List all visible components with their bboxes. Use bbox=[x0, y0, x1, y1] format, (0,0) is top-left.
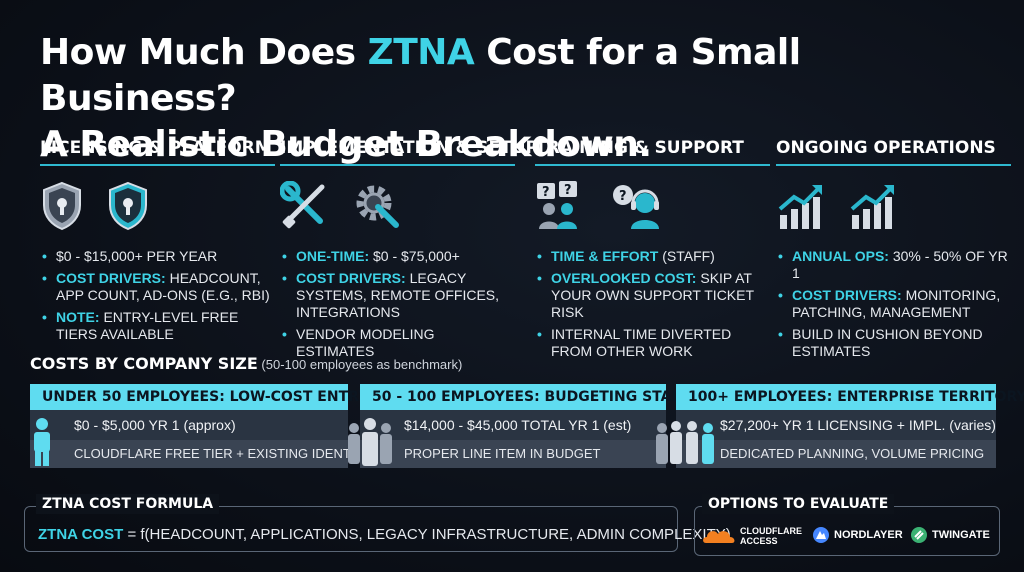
title-accent: ZTNA bbox=[367, 32, 475, 73]
column-heading: TRAINING & SUPPORT bbox=[535, 138, 770, 166]
bullet: COST DRIVERS: MONITORING, PATCHING, MANA… bbox=[776, 287, 1011, 321]
card-note: CLOUDFLARE FREE TIER + EXISTING IDENTITY bbox=[30, 440, 371, 468]
title-line1-post: Cost for a Small Business? bbox=[40, 32, 801, 119]
nordlayer-logo-icon bbox=[813, 527, 829, 543]
trend-chart-icon bbox=[778, 185, 822, 229]
column-heading: ONGOING OPERATIONS bbox=[776, 138, 1011, 166]
bullet: COST DRIVERS: LEGACY SYSTEMS, REMOTE OFF… bbox=[280, 270, 515, 321]
people-crowd-icon bbox=[656, 421, 714, 464]
column-operations: ONGOING OPERATIONS ANNUAL OPS: 30% - 50%… bbox=[776, 138, 1011, 365]
shield-lock-icon bbox=[43, 181, 81, 231]
title-line2: A Realistic Budget Breakdown. bbox=[40, 124, 652, 165]
title-line1-pre: How Much Does bbox=[40, 32, 368, 73]
size-card-small: UNDER 50 EMPLOYEES: LOW-COST ENTRY $0 - … bbox=[30, 384, 371, 468]
column-heading: LICENSING & PLATFORM bbox=[40, 138, 275, 166]
bullet: VENDOR MODELING ESTIMATES bbox=[280, 326, 515, 360]
trend-chart-icon bbox=[850, 185, 894, 229]
bullet: ONE-TIME: $0 - $75,000+ bbox=[280, 248, 515, 265]
twingate-logo-icon bbox=[911, 527, 927, 543]
bullet-list: ONE-TIME: $0 - $75,000+ COST DRIVERS: LE… bbox=[280, 248, 515, 360]
column-icons: ? ? ? bbox=[535, 176, 770, 236]
bullet: COST DRIVERS: HEADCOUNT, APP COUNT, AD-O… bbox=[40, 270, 275, 304]
gear-wrench-icon bbox=[356, 185, 399, 228]
formula-tag: ZTNA COST FORMULA bbox=[36, 494, 220, 514]
formula-box bbox=[24, 506, 678, 552]
card-note: PROPER LINE ITEM IN BUDGET bbox=[360, 440, 666, 468]
svg-text:?: ? bbox=[542, 185, 550, 200]
bullet-list: ANNUAL OPS: 30% - 50% OF YR 1 COST DRIVE… bbox=[776, 248, 1011, 360]
formula-text: ZTNA COST = f(HEADCOUNT, APPLICATIONS, L… bbox=[38, 526, 731, 543]
bullet: TIME & EFFORT (STAFF) bbox=[535, 248, 770, 265]
bullet: BUILD IN CUSHION BEYOND ESTIMATES bbox=[776, 326, 1011, 360]
card-header: 100+ EMPLOYEES: ENTERPRISE TERRITORY bbox=[676, 384, 1024, 410]
card-cost: $14,000 - $45,000 TOTAL YR 1 (est) bbox=[360, 410, 666, 440]
svg-text:?: ? bbox=[564, 183, 572, 198]
size-card-large: 100+ EMPLOYEES: ENTERPRISE TERRITORY $27… bbox=[656, 384, 1024, 468]
bullet-list: $0 - $15,000+ PER YEAR COST DRIVERS: HEA… bbox=[40, 248, 275, 343]
size-card-medium: 50 - 100 EMPLOYEES: BUDGETING STARTS $14… bbox=[348, 384, 701, 468]
people-group-icon bbox=[348, 418, 392, 466]
card-header: 50 - 100 EMPLOYEES: BUDGETING STARTS bbox=[360, 384, 701, 410]
column-licensing: LICENSING & PLATFORM $0 - $15,000+ PER Y… bbox=[40, 138, 275, 348]
cloudflare-logo-icon bbox=[703, 531, 735, 543]
bullet-list: TIME & EFFORT (STAFF) OVERLOOKED COST: S… bbox=[535, 248, 770, 360]
column-icons bbox=[40, 176, 275, 236]
card-note: DEDICATED PLANNING, VOLUME PRICING bbox=[676, 440, 996, 468]
column-heading: IMPLEMENTATION & SETUP bbox=[280, 138, 538, 166]
size-section-heading: COSTS BY COMPANY SIZE (50-100 employees … bbox=[30, 354, 463, 373]
headset-support-icon: ? bbox=[613, 185, 659, 229]
wrench-screwdriver-icon bbox=[280, 181, 325, 229]
card-cost: $27,200+ YR 1 LICENSING + IMPL. (varies) bbox=[676, 410, 996, 440]
bullet: ANNUAL OPS: 30% - 50% OF YR 1 bbox=[776, 248, 1011, 282]
column-training: TRAINING & SUPPORT ? ? ? TIME & EFFORT (… bbox=[535, 138, 770, 365]
card-header: UNDER 50 EMPLOYEES: LOW-COST ENTRY bbox=[30, 384, 368, 410]
options-tag: OPTIONS TO EVALUATE bbox=[702, 494, 895, 514]
shield-lock-icon bbox=[109, 181, 147, 231]
column-icons bbox=[280, 176, 515, 236]
bullet: $0 - $15,000+ PER YEAR bbox=[40, 248, 275, 265]
page-title: How Much Does ZTNA Cost for a Small Busi… bbox=[40, 30, 1000, 168]
person-icon bbox=[34, 418, 50, 466]
option-twingate: TWINGATE bbox=[910, 526, 990, 544]
bullet: INTERNAL TIME DIVERTED FROM OTHER WORK bbox=[535, 326, 770, 360]
option-nordlayer: NORDLAYER bbox=[812, 526, 903, 544]
bullet: OVERLOOKED COST: SKIP AT YOUR OWN SUPPOR… bbox=[535, 270, 770, 321]
column-implementation: IMPLEMENTATION & SETUP ONE-TIME: $0 - $7… bbox=[280, 138, 538, 365]
people-question-icon: ? ? bbox=[537, 181, 577, 229]
option-cloudflare: CLOUDFLARE ACCESS bbox=[702, 526, 802, 546]
bullet: NOTE: ENTRY-LEVEL FREE TIERS AVAILABLE bbox=[40, 309, 275, 343]
svg-text:?: ? bbox=[619, 189, 627, 204]
column-icons bbox=[776, 176, 1011, 236]
card-cost: $0 - $5,000 YR 1 (approx) bbox=[30, 410, 348, 440]
